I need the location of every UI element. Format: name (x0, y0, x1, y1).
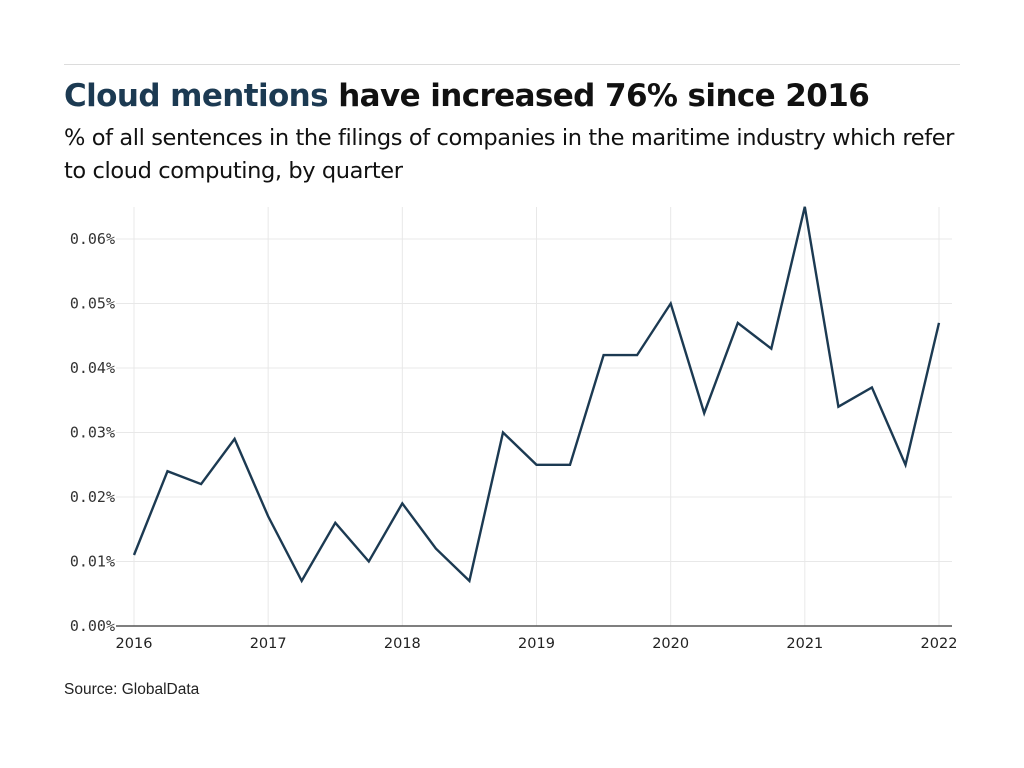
x-tick-label: 2016 (116, 636, 153, 652)
y-tick-label: 0.06% (70, 230, 115, 248)
source-note: Source: GlobalData (64, 681, 200, 698)
series (132, 206, 941, 584)
y-tick-label: 0.02% (70, 488, 115, 506)
x-tick-label: 2021 (786, 636, 823, 652)
x-tick-label: 2019 (518, 636, 555, 652)
tick-labels: 0.00% 0.01% 0.02% 0.03% 0.04% 0.05% 0.06% 2016 2… (70, 230, 958, 652)
x-tick-label: 2022 (921, 636, 958, 652)
y-tick-label: 0.00% (70, 617, 115, 635)
x-tick-label: 2017 (250, 636, 287, 652)
chart-title: Cloud mentions have increased 76% since … (64, 78, 870, 114)
y-tick-label: 0.01% (70, 553, 115, 571)
chart-title-rest: have increased 76% since 2016 (328, 78, 870, 114)
grid (116, 207, 952, 626)
chart-title-accent: Cloud mentions (64, 78, 329, 114)
y-tick-label: 0.03% (70, 424, 115, 442)
y-tick-label: 0.05% (70, 295, 115, 313)
x-tick-label: 2020 (652, 636, 689, 652)
series-line (132, 206, 941, 584)
chart-subtitle: % of all sentences in the filings of com… (64, 125, 955, 184)
x-tick-label: 2018 (384, 636, 421, 652)
top-rule (64, 64, 960, 65)
y-tick-label: 0.04% (70, 359, 115, 377)
